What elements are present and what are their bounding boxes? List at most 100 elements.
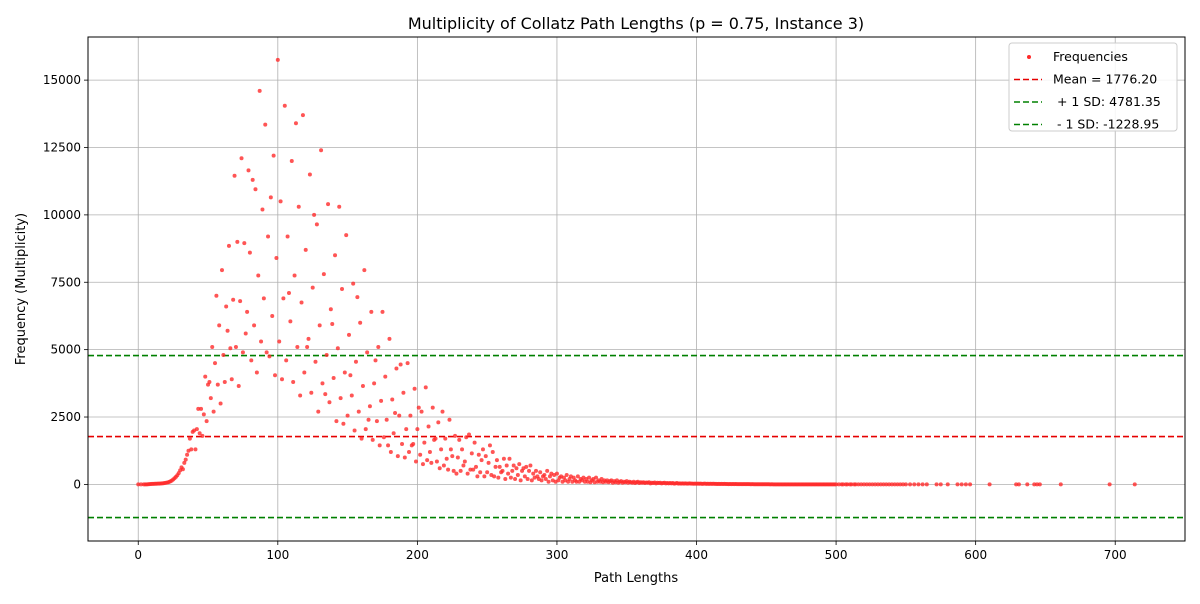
- data-point: [461, 463, 466, 468]
- y-tick-label: 2500: [50, 410, 81, 424]
- x-tick-label: 600: [964, 548, 987, 562]
- axis-ticks: 0 100 200 300 400 500 600 700 0 2500 5000 7500 10000…: [43, 73, 1127, 562]
- data-point: [402, 455, 407, 460]
- data-point: [193, 447, 198, 452]
- data-point: [587, 475, 592, 480]
- data-point: [197, 431, 202, 436]
- data-point: [834, 482, 839, 487]
- data-point: [415, 427, 420, 432]
- data-point: [518, 478, 523, 483]
- y-tick-label: 0: [73, 477, 81, 491]
- data-point: [284, 358, 289, 363]
- data-point: [511, 463, 516, 468]
- data-point: [271, 153, 276, 158]
- data-point: [460, 447, 465, 452]
- data-point: [867, 482, 872, 487]
- data-point: [370, 437, 375, 442]
- data-point: [407, 450, 412, 455]
- data-point: [351, 281, 356, 286]
- data-point: [222, 379, 227, 384]
- data-point: [250, 177, 255, 182]
- data-point: [326, 202, 331, 207]
- data-point: [320, 381, 325, 386]
- data-point: [139, 482, 144, 487]
- data-point: [341, 421, 346, 426]
- data-point: [496, 475, 501, 480]
- data-point: [1058, 482, 1063, 487]
- data-point: [413, 459, 418, 464]
- data-point: [1032, 482, 1037, 487]
- data-point: [196, 406, 201, 411]
- data-point: [492, 474, 497, 479]
- data-point: [881, 482, 886, 487]
- data-point: [441, 463, 446, 468]
- data-point: [524, 464, 529, 469]
- data-point: [420, 462, 425, 467]
- data-point: [358, 320, 363, 325]
- data-point: [457, 437, 462, 442]
- data-point: [199, 406, 204, 411]
- data-point: [226, 243, 231, 248]
- data-point: [469, 451, 474, 456]
- data-point: [439, 447, 444, 452]
- x-tick-label: 500: [825, 548, 848, 562]
- data-point: [289, 158, 294, 163]
- data-point: [274, 256, 279, 261]
- data-point: [859, 482, 864, 487]
- data-point: [270, 313, 275, 318]
- data-point: [317, 323, 322, 328]
- data-point: [472, 440, 477, 445]
- data-point: [401, 390, 406, 395]
- data-point: [200, 433, 205, 438]
- data-point: [494, 458, 499, 463]
- data-point: [508, 475, 513, 480]
- data-point: [379, 398, 384, 403]
- y-tick-label: 7500: [50, 275, 81, 289]
- data-point: [1132, 482, 1137, 487]
- data-point: [483, 454, 488, 459]
- data-point: [377, 443, 382, 448]
- data-point: [945, 482, 950, 487]
- data-point: [264, 350, 269, 355]
- data-point: [303, 247, 308, 252]
- data-point: [286, 291, 291, 296]
- data-point: [444, 456, 449, 461]
- data-point: [924, 482, 929, 487]
- data-point: [884, 482, 889, 487]
- data-point: [319, 148, 324, 153]
- data-point: [451, 468, 456, 473]
- data-points: [136, 57, 1137, 487]
- data-point: [218, 401, 223, 406]
- data-point: [183, 457, 188, 462]
- data-point: [292, 273, 297, 278]
- data-point: [416, 405, 421, 410]
- data-point: [527, 468, 532, 473]
- data-point: [256, 273, 261, 278]
- data-point: [845, 482, 850, 487]
- data-point: [507, 456, 512, 461]
- data-point: [353, 359, 358, 364]
- data-point: [473, 464, 478, 469]
- data-point: [534, 468, 539, 473]
- data-point: [912, 482, 917, 487]
- data-point: [224, 304, 229, 309]
- data-point: [367, 404, 372, 409]
- data-point: [594, 475, 599, 480]
- data-point: [546, 479, 551, 484]
- x-tick-label: 0: [134, 548, 142, 562]
- legend-box: [1008, 42, 1178, 132]
- data-point: [352, 428, 357, 433]
- data-point: [254, 370, 259, 375]
- data-point: [333, 253, 338, 258]
- data-point: [386, 443, 391, 448]
- data-point: [412, 386, 417, 391]
- data-point: [515, 472, 520, 477]
- data-point: [411, 441, 416, 446]
- data-point: [525, 477, 530, 482]
- data-point: [372, 381, 377, 386]
- data-point: [430, 405, 435, 410]
- data-point: [889, 482, 894, 487]
- data-point: [242, 241, 247, 246]
